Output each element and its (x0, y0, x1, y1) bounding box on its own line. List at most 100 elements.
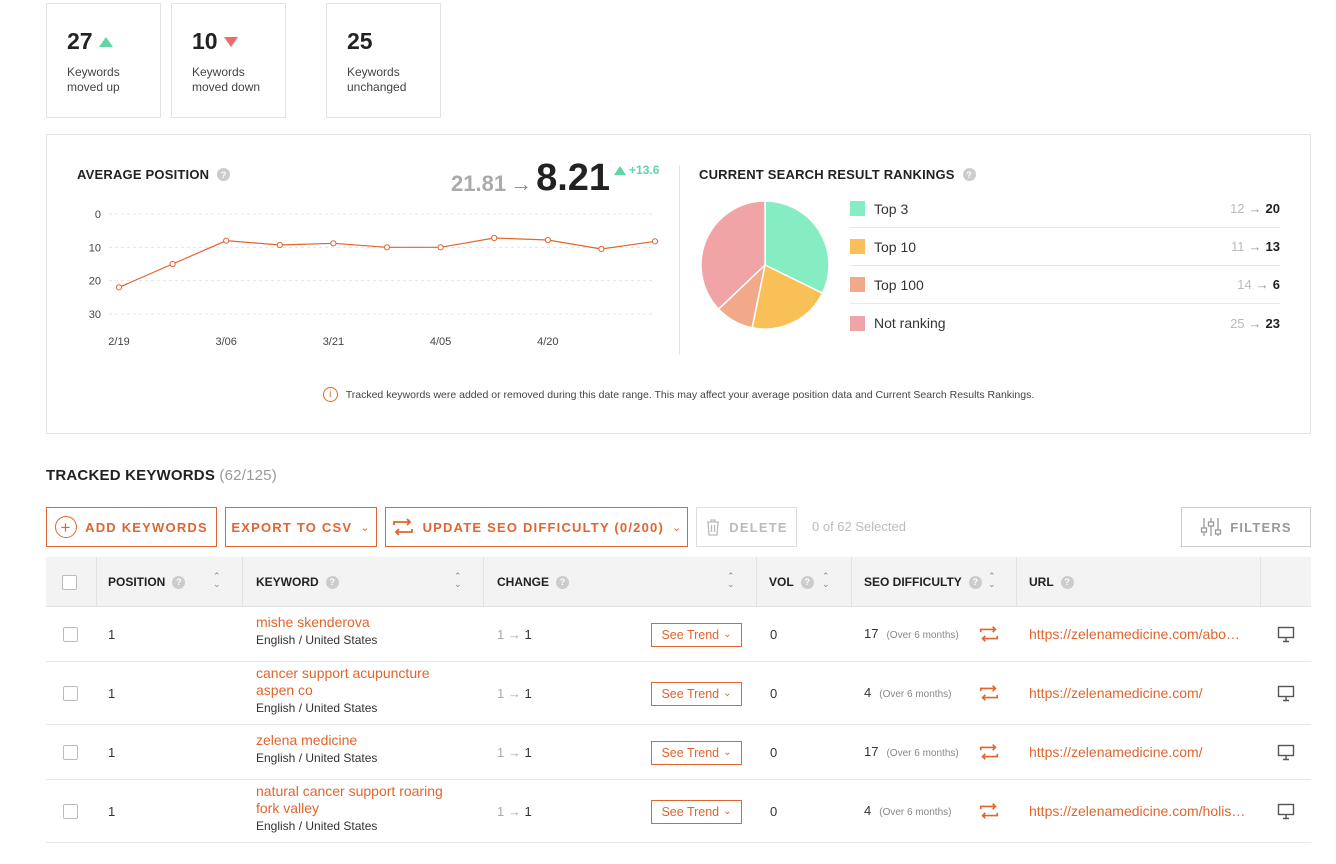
see-trend-label: See Trend (661, 627, 720, 642)
data-point[interactable] (437, 244, 444, 251)
column-header-change[interactable]: CHANGE? (485, 557, 570, 607)
update-seo-difficulty-button[interactable]: UPDATE SEO DIFFICULTY (0/200) ⌄ (385, 507, 688, 547)
help-icon[interactable]: ? (325, 575, 339, 589)
select-all-cell (50, 557, 94, 607)
column-header-url[interactable]: URL? (1017, 557, 1074, 607)
url-cell: https://zelenamedicine.com/ (1029, 685, 1247, 701)
avg-delta-text: +13.6 (629, 163, 660, 177)
chevron-down-icon: ⌄ (723, 629, 732, 640)
legend-label: Not ranking (874, 315, 946, 331)
help-icon[interactable]: ? (968, 575, 982, 589)
legend-label: Top 10 (874, 238, 917, 255)
x-tick-label: 3/06 (215, 336, 236, 348)
keyword-cell: cancer support acupuncture aspen co Englis… (256, 665, 430, 715)
delete-button[interactable]: DELETE (696, 507, 797, 547)
data-point[interactable] (383, 244, 391, 251)
data-point[interactable] (223, 237, 230, 244)
data-point[interactable] (276, 241, 283, 249)
column-header-vol[interactable]: VOL? (757, 557, 814, 607)
chevron-down-icon: ⌄ (723, 688, 732, 699)
see-trend-cell: See Trend ⌄ (651, 622, 742, 647)
filters-button[interactable]: FILTERS (1181, 507, 1311, 547)
url-link[interactable]: https://zelenamedicine.com/about-us/ (1029, 625, 1247, 642)
tracked-keywords-title: TRACKED KEYWORDS (62/125) (46, 467, 277, 484)
refresh-icon[interactable] (978, 742, 1000, 762)
legend-old-value: 25 (1230, 315, 1245, 331)
pie-slice[interactable] (751, 263, 824, 330)
row-checkbox[interactable] (63, 803, 78, 819)
y-tick-label: 10 (89, 242, 101, 254)
sort-icon[interactable]: ⌃ ⌄ (988, 571, 996, 589)
arrow-up-icon (614, 165, 627, 175)
keyword-text: cancer support acupuncture (256, 664, 430, 681)
keyword-text: mishe skenderova (256, 613, 370, 630)
data-point[interactable] (598, 245, 605, 253)
change-value: 1 → 1 (497, 626, 532, 642)
change-old: 1 (497, 744, 505, 760)
data-point[interactable] (651, 238, 659, 245)
data-point[interactable] (491, 234, 498, 242)
keyword-link[interactable]: zelena medicine (256, 732, 377, 749)
data-point[interactable] (330, 240, 337, 247)
table-row[interactable]: 1 cancer support acupuncture aspen co Engli… (46, 662, 1311, 725)
url-link[interactable]: https://zelenamedicine.com/ (1029, 743, 1203, 760)
select-all-checkbox[interactable] (62, 574, 77, 590)
legend-values: 14 → 6 (1237, 277, 1280, 292)
export-csv-button[interactable]: EXPORT TO CSV ⌄ (225, 507, 377, 547)
help-icon[interactable]: ? (556, 575, 570, 589)
help-icon[interactable]: ? (800, 575, 814, 589)
see-trend-button[interactable]: See Trend ⌄ (651, 740, 742, 765)
date-range-notice: i Tracked keywords were added or removed… (47, 387, 1310, 402)
data-point[interactable] (169, 260, 176, 268)
sort-icon[interactable]: ⌃ ⌄ (822, 571, 830, 589)
column-label: VOL (769, 575, 794, 589)
url-link[interactable]: https://zelenamedicine.com/holistic-canc… (1029, 802, 1247, 819)
help-icon[interactable]: ? (172, 575, 186, 589)
data-point[interactable] (115, 284, 123, 291)
column-header-seo-difficulty[interactable]: SEO DIFFICULTY? (852, 557, 982, 607)
filters-label: FILTERS (1230, 519, 1292, 535)
help-icon[interactable]: ? (1060, 575, 1074, 589)
delete-label: DELETE (729, 519, 788, 535)
keyword-link[interactable]: mishe skenderova (256, 614, 377, 631)
keyword-text: natural cancer support roaring (256, 782, 443, 799)
url-link[interactable]: https://zelenamedicine.com/ (1029, 684, 1203, 701)
row-checkbox[interactable] (63, 744, 78, 760)
panel-divider (679, 165, 680, 355)
change-old: 1 (497, 803, 505, 819)
row-checkbox[interactable] (63, 685, 78, 701)
sort-icon[interactable]: ⌃ ⌄ (454, 571, 462, 589)
keyword-link[interactable]: cancer support acupuncture aspen co (256, 665, 430, 699)
table-row[interactable]: 1 zelena medicine English / United States 1… (46, 725, 1311, 780)
sort-icon[interactable]: ⌃ ⌄ (213, 571, 221, 589)
pie-slice[interactable] (764, 200, 830, 295)
url-cell: https://zelenamedicine.com/holistic-canc… (1029, 803, 1247, 819)
column-header-keyword[interactable]: KEYWORD? (244, 557, 339, 607)
table-row[interactable]: 1 mishe skenderova English / United States… (46, 607, 1311, 662)
help-icon[interactable]: ? (962, 168, 976, 181)
sort-icon[interactable]: ⌃ ⌄ (727, 571, 735, 589)
see-trend-button[interactable]: See Trend ⌄ (651, 799, 742, 824)
arrow-right-icon: → (1248, 315, 1262, 331)
arrow-up-icon (98, 36, 113, 47)
see-trend-button[interactable]: See Trend ⌄ (651, 622, 742, 647)
legend-old-value: 11 (1231, 239, 1245, 254)
keyword-link[interactable]: natural cancer support roaring fork valle… (256, 783, 443, 817)
see-trend-button[interactable]: See Trend ⌄ (651, 681, 742, 706)
refresh-icon[interactable] (978, 624, 1000, 644)
pie-slice[interactable] (700, 200, 766, 311)
refresh-icon[interactable] (978, 683, 1000, 703)
add-keywords-button[interactable]: + ADD KEYWORDS (46, 507, 217, 547)
keyword-text: zelena medicine (256, 731, 358, 748)
table-row[interactable]: 1 natural cancer support roaring fork vall… (46, 780, 1311, 843)
help-icon[interactable]: ? (217, 168, 231, 181)
legend-old-value: 14 (1237, 277, 1252, 292)
column-header-position[interactable]: POSITION? (96, 557, 186, 607)
data-point[interactable] (544, 236, 551, 244)
keyword-location: English / United States (256, 818, 378, 833)
row-checkbox[interactable] (63, 626, 78, 642)
url-cell: https://zelenamedicine.com/about-us/ (1029, 626, 1247, 642)
y-tick-label: 20 (89, 276, 101, 288)
stat-label: Keywords unchanged (347, 65, 407, 94)
refresh-icon[interactable] (978, 801, 1000, 821)
